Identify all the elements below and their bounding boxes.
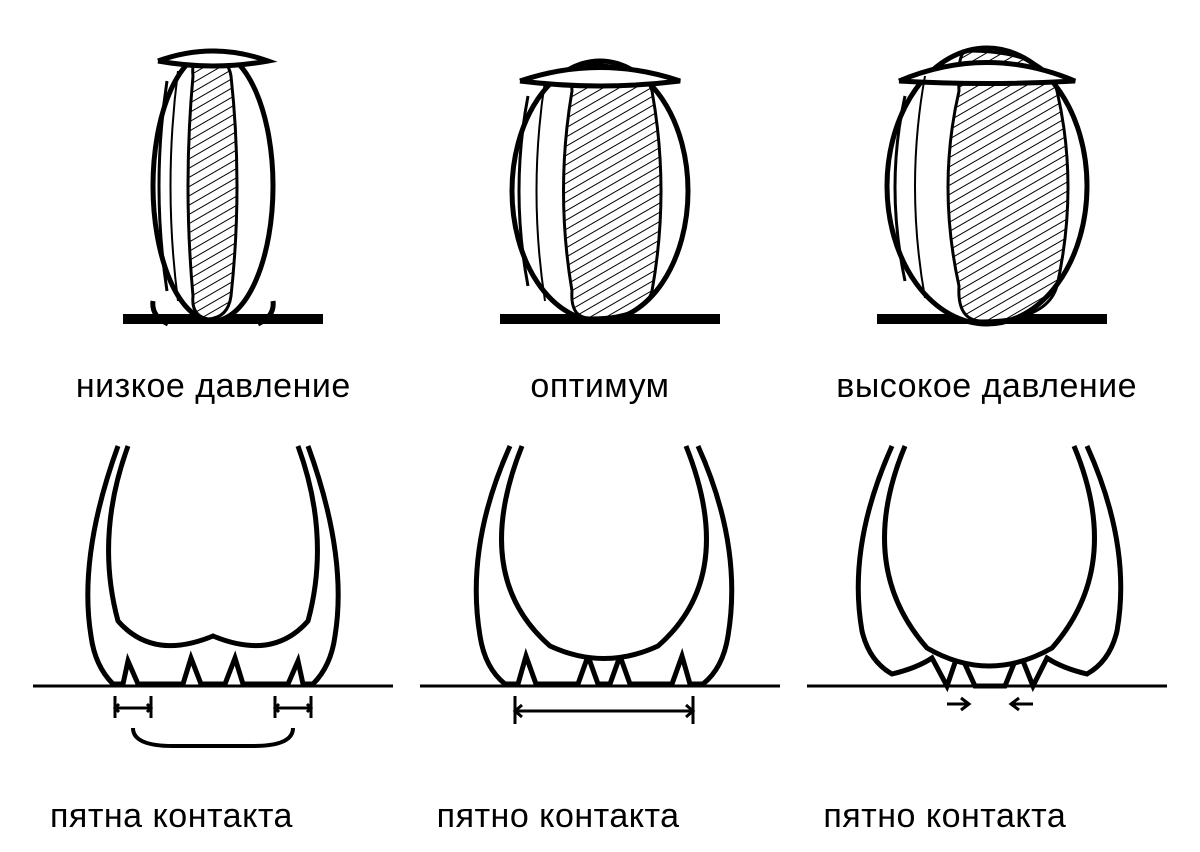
cross-section-high — [793, 406, 1180, 766]
label-high: высокое давление — [836, 367, 1137, 406]
label-contact-low: пятна контакта — [50, 797, 293, 836]
cross-section-low — [20, 406, 407, 766]
label-opt: оптимум — [530, 367, 669, 406]
tire-optimum — [407, 16, 794, 336]
cross-section-optimum — [407, 406, 794, 766]
label-contact-opt: пятно контакта — [437, 797, 680, 836]
tire-low-pressure — [20, 16, 407, 336]
tire-high-pressure — [793, 16, 1180, 336]
label-contact-high: пятно контакта — [823, 797, 1066, 836]
label-low: низкое давление — [76, 367, 351, 406]
